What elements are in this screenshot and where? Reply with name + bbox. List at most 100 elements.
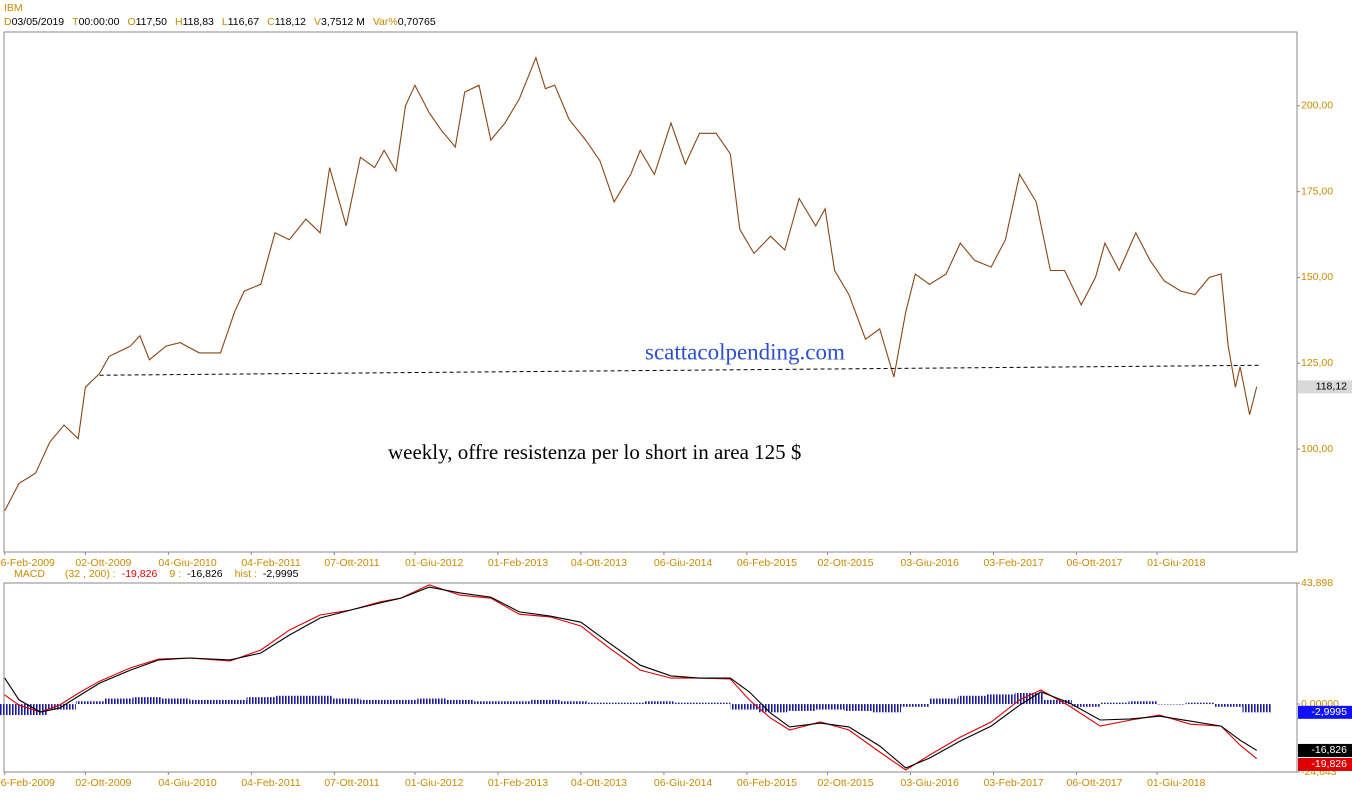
hist-bar [1043,699,1072,705]
field-key: O [127,16,135,28]
hist-bar [445,699,475,705]
field-value: 117,50 [136,16,167,28]
hist-bar [104,698,133,705]
hist-bar [275,695,304,705]
field-value: 0,70765 [398,16,436,28]
x-tick-label: 04-Giu-2010 [158,557,217,569]
hist-bar [1014,693,1044,705]
x-tick-label: 02-Ott-2009 [75,777,131,789]
last-value-box [1298,705,1352,719]
series-line [4,56,1258,512]
field-key: C [267,16,275,28]
hist-bar [1242,704,1271,713]
x-tick-label: 03-Feb-2017 [983,777,1043,789]
legend-name: hist : [235,568,257,580]
x-tick-label: 03-Giu-2016 [901,557,960,569]
series-line [4,584,1258,771]
hist-bar [189,699,219,705]
hist-bar [644,701,674,705]
x-tick-label: 03-Giu-2016 [901,777,960,789]
indicator-title: MACD [14,568,45,580]
hist-bar [132,697,162,705]
hist-bar [1100,702,1129,705]
x-tick-label: 04-Feb-2011 [241,557,301,569]
y-tick-label: 125,00 [1301,357,1333,369]
hist-bar [730,704,759,710]
series-line [4,586,1257,769]
symbol: IBM [4,2,23,14]
quote-header: D03/05/2019 T00:00:00 O117,50 H118,83 L116,6… [4,16,436,28]
x-tick-label: 04-Ott-2013 [571,777,627,789]
x-tick-label: 01-Feb-2013 [488,557,548,569]
y-tick-label: 175,00 [1301,185,1333,197]
x-tick-label: 06-Ott-2017 [1066,777,1122,789]
hist-bar [303,695,332,705]
x-tick-label: 06-Feb-2009 [0,557,55,569]
price-panel [3,31,1298,553]
hist-bar [901,704,930,707]
watermark: scattacolpending.com [645,339,845,364]
hist-bar [360,699,389,705]
x-tick-label: 07-Ott-2011 [324,557,379,569]
last-value-label: -2,9995 [1311,706,1347,718]
legend-name: (32 , 200) : [65,568,116,580]
field-value: 116,67 [228,16,259,28]
field-key: L [222,16,228,28]
hist-bar [957,695,987,705]
hist-bar [502,701,532,705]
hist-bar [673,702,702,705]
hist-bar [0,704,19,716]
x-tick-label: 02-Ott-2009 [75,557,131,569]
hist-bar [531,699,560,705]
x-tick-label: 02-Ott-2015 [818,557,874,569]
hist-bar [1157,704,1186,705]
last-value-label: -19,826 [1311,758,1347,770]
y-tick-label: 200,00 [1301,100,1333,112]
legend-value: -16,826 [187,568,223,580]
field-value: 118,12 [275,16,306,28]
x-tick-label: 04-Feb-2011 [241,777,301,789]
x-tick-label: 03-Feb-2017 [983,557,1043,569]
last-value-box [1298,743,1352,757]
hist-bar [1071,704,1101,707]
last-value-label: 118,12 [1316,381,1347,393]
field-key: H [175,16,183,28]
x-tick-label: 01-Giu-2012 [405,557,464,569]
hist-bar [1214,704,1243,707]
hist-bar [161,698,190,705]
x-tick-label: 01-Giu-2012 [405,777,464,789]
trendline [99,364,1262,376]
macd-panel [3,582,1298,773]
legend-value: -19,826 [122,568,158,580]
y-tick-label: 100,00 [1301,443,1333,455]
x-tick-label: 01-Feb-2013 [488,777,548,789]
x-tick-label: 02-Ott-2015 [818,777,874,789]
hist-bar [218,699,247,705]
hist-bar [474,701,503,705]
x-tick-label: 06-Giu-2014 [654,777,713,789]
field-value: 00:00:00 [79,16,120,28]
y-tick-label: 150,00 [1301,271,1333,283]
macd-header: MACD (32 , 200) : -19,826 9 : -16,826 hist :-… [14,568,299,580]
last-value-box [1298,380,1352,394]
x-tick-label: 01-Giu-2018 [1147,557,1206,569]
x-tick-label: 06-Feb-2015 [737,777,797,789]
field-key: T [72,16,79,28]
last-value-label: -16,826 [1311,744,1347,756]
x-tick-label: 06-Feb-2015 [737,557,797,569]
hist-bar [75,701,105,705]
field-key: D [4,16,12,28]
legend-value: -2,9995 [263,568,299,580]
hist-bar [844,704,873,711]
x-tick-label: 04-Giu-2010 [158,777,217,789]
hist-bar [815,704,845,710]
field-value: 03/05/2019 [12,16,65,28]
last-value-box [1298,757,1352,771]
hist-bar [986,694,1015,705]
hist-bar [1128,701,1158,705]
field-key: V [314,16,321,28]
hist-bar [417,698,446,705]
x-tick-label: 06-Giu-2014 [654,557,713,569]
x-tick-label: 01-Giu-2018 [1147,777,1206,789]
